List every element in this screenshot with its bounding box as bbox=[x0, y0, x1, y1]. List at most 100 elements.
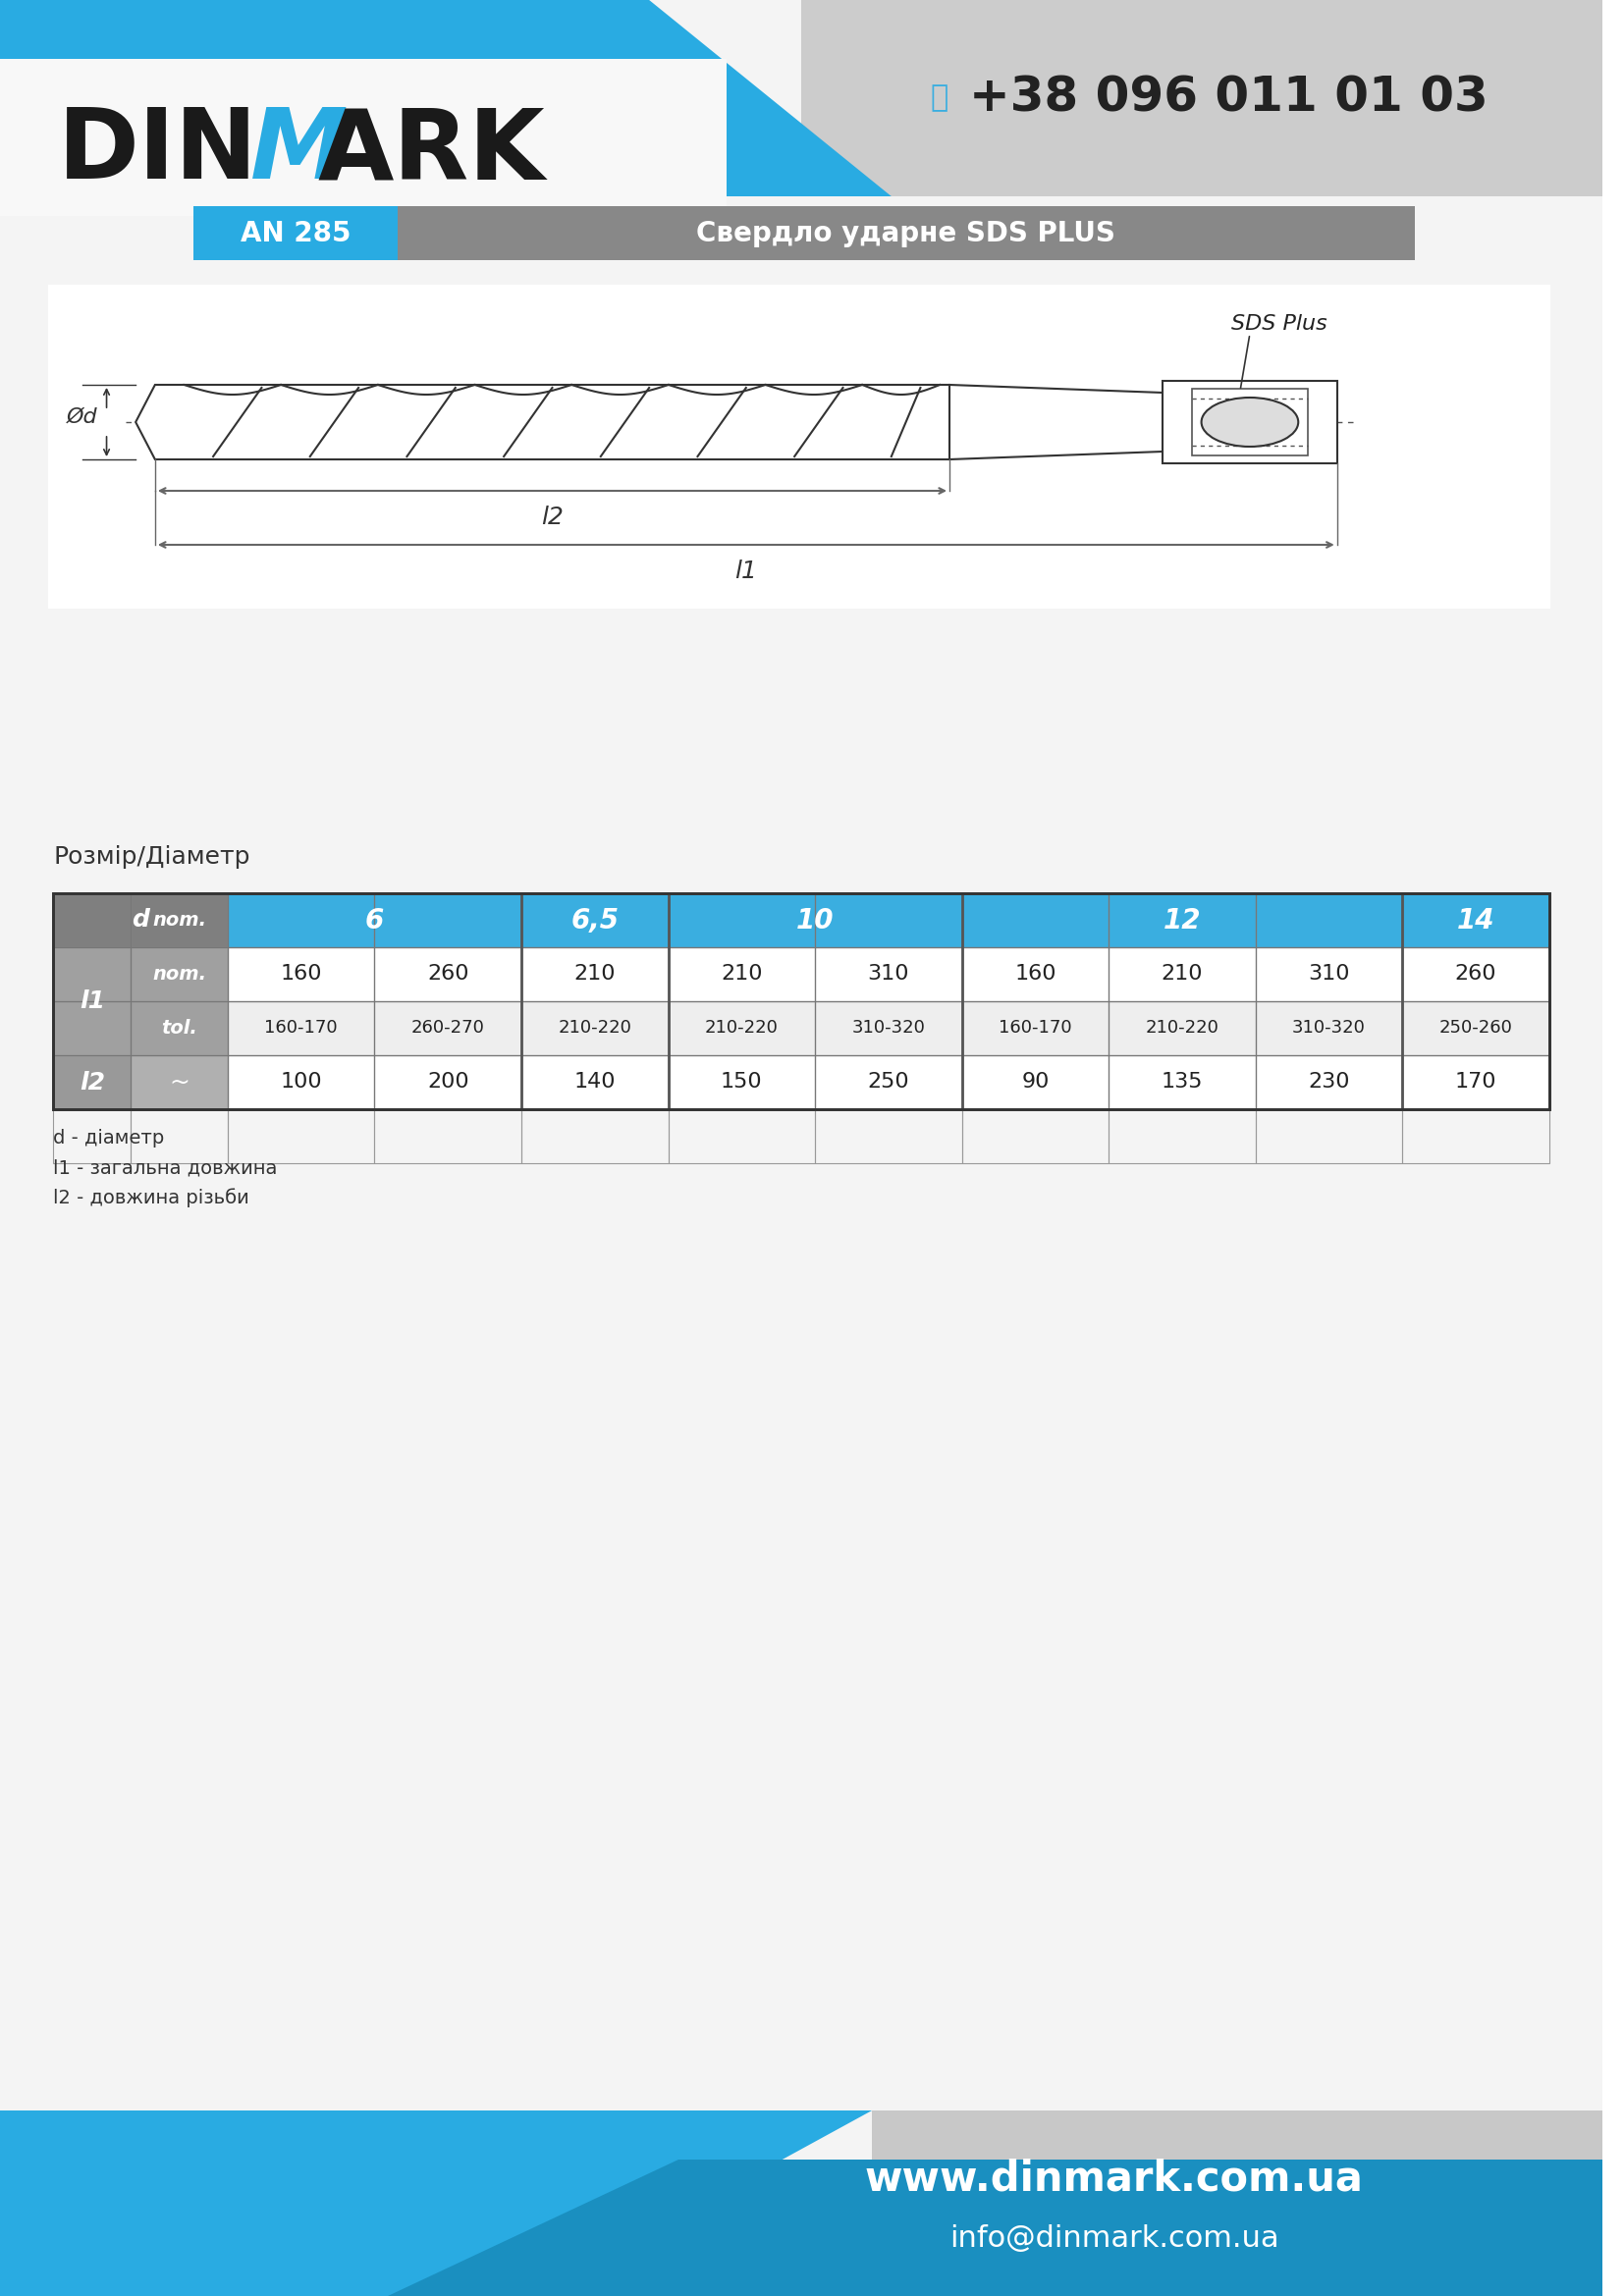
Text: DIN: DIN bbox=[58, 106, 258, 200]
Bar bbox=[54, 948, 132, 1001]
Bar bbox=[1192, 388, 1307, 455]
Bar bbox=[1109, 893, 1255, 948]
Bar bbox=[227, 893, 1549, 948]
Bar bbox=[54, 948, 132, 1001]
Bar bbox=[375, 1056, 521, 1109]
Text: l1 - загальна довжина: l1 - загальна довжина bbox=[54, 1157, 278, 1178]
Text: 100: 100 bbox=[281, 1072, 322, 1093]
Text: l2 - довжина різьби: l2 - довжина різьби bbox=[54, 1187, 250, 1208]
Bar bbox=[54, 1056, 132, 1109]
Bar bbox=[0, 60, 726, 216]
Text: 260-270: 260-270 bbox=[411, 1019, 484, 1038]
Bar bbox=[54, 1056, 132, 1109]
Text: 6: 6 bbox=[365, 907, 383, 934]
Bar bbox=[132, 1056, 227, 1109]
Bar bbox=[1109, 1056, 1255, 1109]
Text: 250-260: 250-260 bbox=[1439, 1019, 1512, 1038]
Bar bbox=[375, 1109, 521, 1164]
Bar bbox=[1109, 948, 1255, 1001]
Bar bbox=[227, 1001, 375, 1056]
Bar bbox=[872, 2110, 1603, 2296]
Bar bbox=[227, 948, 375, 1001]
Bar bbox=[375, 1001, 521, 1056]
Text: d - діаметр: d - діаметр bbox=[54, 1130, 164, 1148]
Bar bbox=[132, 1001, 227, 1056]
Text: 210: 210 bbox=[1161, 964, 1203, 985]
Bar bbox=[667, 948, 815, 1001]
Text: 260: 260 bbox=[427, 964, 469, 985]
Bar bbox=[961, 948, 1109, 1001]
Bar bbox=[961, 893, 1109, 948]
Bar bbox=[1109, 1109, 1255, 1164]
Bar bbox=[1403, 1001, 1549, 1056]
Text: 10: 10 bbox=[796, 907, 835, 934]
Bar bbox=[667, 1056, 815, 1109]
Text: nom.: nom. bbox=[153, 912, 206, 930]
Bar bbox=[54, 893, 1549, 1109]
Bar bbox=[961, 1001, 1109, 1056]
Bar bbox=[521, 1109, 667, 1164]
Bar bbox=[1403, 948, 1549, 1001]
Bar bbox=[54, 893, 132, 948]
Bar bbox=[521, 893, 667, 948]
Bar bbox=[132, 1001, 227, 1056]
Text: 140: 140 bbox=[573, 1072, 615, 1093]
Text: 260: 260 bbox=[1455, 964, 1497, 985]
Bar bbox=[667, 1001, 815, 1056]
Bar bbox=[667, 1056, 815, 1109]
Text: 310-320: 310-320 bbox=[851, 1019, 926, 1038]
Text: l2: l2 bbox=[541, 505, 564, 528]
Bar bbox=[49, 285, 1551, 608]
Bar bbox=[132, 893, 227, 948]
Bar bbox=[1255, 1056, 1403, 1109]
Bar bbox=[54, 948, 132, 1056]
Bar bbox=[815, 948, 961, 1001]
Text: 90: 90 bbox=[1021, 1072, 1049, 1093]
Text: 230: 230 bbox=[1307, 1072, 1350, 1093]
Bar bbox=[375, 893, 521, 948]
Bar bbox=[815, 1056, 961, 1109]
Bar bbox=[227, 893, 375, 948]
Bar bbox=[521, 1056, 667, 1109]
Bar bbox=[398, 207, 1415, 259]
Bar bbox=[667, 893, 815, 948]
Text: 200: 200 bbox=[427, 1072, 469, 1093]
Bar bbox=[1255, 1109, 1403, 1164]
Bar bbox=[227, 1056, 375, 1109]
Text: l1: l1 bbox=[734, 560, 757, 583]
Ellipse shape bbox=[1202, 397, 1298, 448]
Bar bbox=[961, 1109, 1109, 1164]
Bar bbox=[227, 1109, 375, 1164]
Text: 135: 135 bbox=[1161, 1072, 1203, 1093]
Bar bbox=[375, 893, 521, 948]
Bar bbox=[815, 948, 961, 1001]
Bar bbox=[375, 948, 521, 1001]
Text: 210-220: 210-220 bbox=[559, 1019, 632, 1038]
Text: l2: l2 bbox=[80, 1070, 106, 1093]
Text: M: M bbox=[250, 106, 348, 200]
Text: Ød: Ød bbox=[67, 406, 97, 427]
Bar bbox=[815, 1001, 961, 1056]
Bar bbox=[1109, 1001, 1255, 1056]
Polygon shape bbox=[0, 0, 892, 197]
Text: 12: 12 bbox=[1163, 907, 1202, 934]
Text: Свердло ударне SDS PLUS: Свердло ударне SDS PLUS bbox=[697, 220, 1116, 248]
Bar bbox=[961, 1056, 1109, 1109]
Bar bbox=[1255, 893, 1403, 948]
Bar bbox=[961, 948, 1109, 1001]
Text: 6,5: 6,5 bbox=[570, 907, 619, 934]
Text: 250: 250 bbox=[867, 1072, 909, 1093]
Text: www.dinmark.com.ua: www.dinmark.com.ua bbox=[866, 2158, 1364, 2200]
Text: 310: 310 bbox=[867, 964, 909, 985]
Bar bbox=[1403, 1056, 1549, 1109]
Bar bbox=[227, 1056, 1549, 1109]
Bar bbox=[1255, 948, 1403, 1001]
Bar bbox=[521, 1001, 667, 1056]
Bar bbox=[1109, 893, 1255, 948]
Text: SDS Plus: SDS Plus bbox=[1231, 315, 1327, 333]
Bar bbox=[1109, 1001, 1255, 1056]
Bar bbox=[521, 948, 667, 1001]
Bar bbox=[54, 948, 227, 1001]
Bar bbox=[132, 1056, 227, 1109]
Bar bbox=[227, 1056, 375, 1109]
